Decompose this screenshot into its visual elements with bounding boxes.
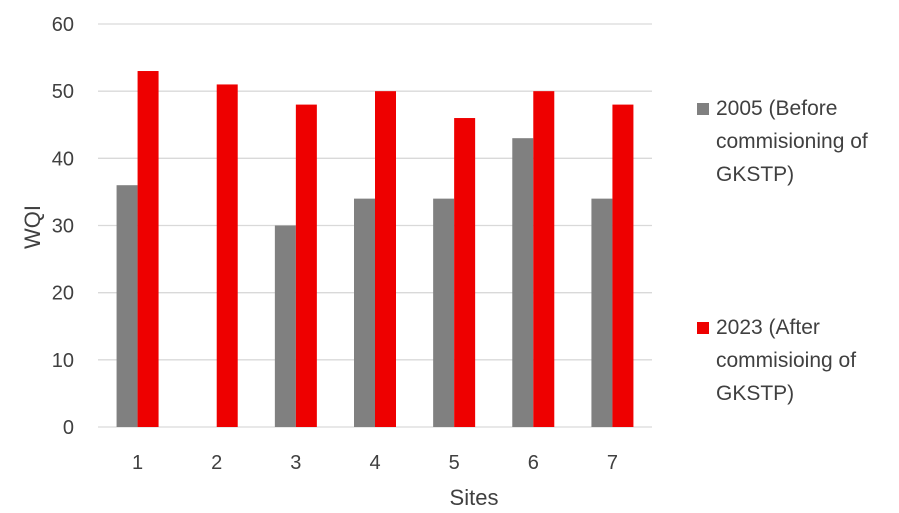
y-tick-label: 40 [52, 148, 74, 170]
bar-series1-site-4 [354, 198, 375, 427]
x-tick-label: 4 [369, 452, 380, 474]
x-axis-label: Sites [450, 485, 499, 510]
bar-series1-site-1 [116, 185, 138, 427]
bar-series1-site-7 [591, 198, 613, 427]
y-tick-label: 10 [52, 350, 74, 372]
bar-series2-site-5 [454, 118, 476, 428]
bar-series2-site-1 [137, 71, 159, 428]
bar-series2-site-2 [216, 84, 238, 427]
bar-series1-site-6 [512, 138, 534, 427]
y-tick-label: 20 [52, 283, 74, 305]
bar-series1-site-5 [433, 198, 455, 427]
legend-swatch-2005 [697, 103, 709, 115]
x-tick-label: 3 [290, 452, 301, 474]
y-tick-label: 60 [52, 14, 74, 36]
legend-swatch-2023 [697, 322, 709, 334]
x-tick-label: 1 [132, 452, 143, 474]
bar-series2-site-3 [295, 104, 317, 427]
y-tick-label: 0 [63, 417, 74, 439]
bar-series1-site-3 [274, 225, 296, 427]
bars [116, 71, 634, 428]
x-tick-label: 2 [211, 452, 222, 474]
legend-label-2005: 2005 (Before commisioning of GKSTP) [716, 97, 868, 186]
y-tick-label: 50 [52, 81, 74, 103]
y-axis-label: WQI [20, 205, 45, 249]
y-tick-labels: 0 10 20 30 40 50 60 [52, 14, 74, 439]
x-tick-labels: 1 2 3 4 5 6 7 [132, 452, 618, 474]
bar-series2-site-4 [375, 91, 396, 428]
legend-label-2023: 2023 (After commisioing of GKSTP) [716, 316, 857, 405]
x-tick-label: 6 [528, 452, 539, 474]
y-tick-label: 30 [52, 216, 74, 238]
x-tick-label: 5 [449, 452, 460, 474]
x-tick-label: 7 [607, 452, 618, 474]
bar-series2-site-7 [612, 104, 634, 427]
bar-series2-site-6 [533, 91, 555, 428]
